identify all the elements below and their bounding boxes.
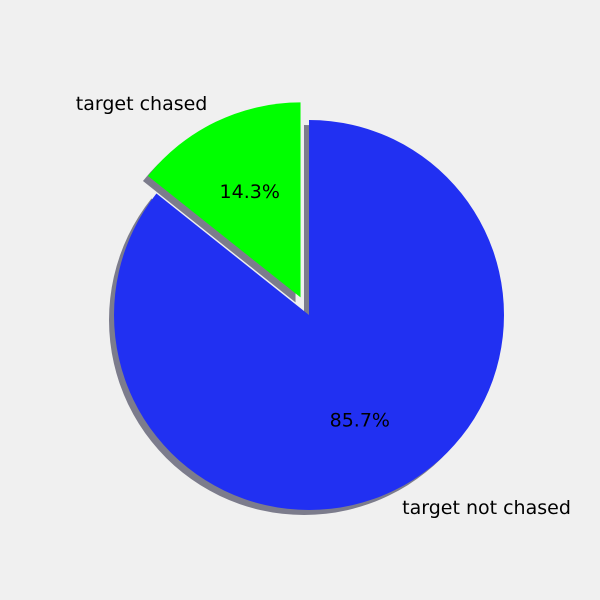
slice-target-chased <box>147 102 301 298</box>
percent-label-target-not-chased: 85.7% <box>330 409 390 431</box>
percent-label-target-chased: 14.3% <box>220 181 280 203</box>
labels: 85.7% target not chased 14.3% target chased <box>76 93 571 519</box>
category-label-target-chased: target chased <box>76 93 208 115</box>
slice-target-not-chased <box>114 120 504 510</box>
category-label-target-not-chased: target not chased <box>402 497 571 519</box>
slices <box>114 102 504 510</box>
